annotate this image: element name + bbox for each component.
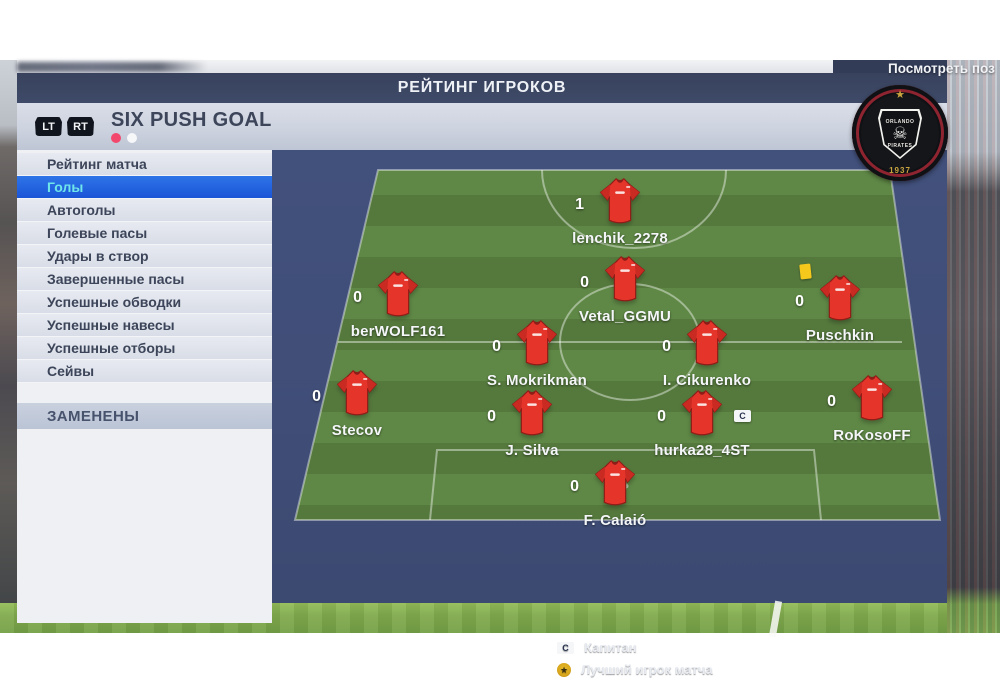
legend: C Капитан ★ Лучший игрок матча (557, 640, 713, 677)
sidebar-item[interactable]: Успешные навесы (17, 314, 272, 337)
substitutes-header: ЗАМЕНЕНЫ (17, 403, 272, 429)
sidebar-item[interactable]: Рейтинг матча (17, 153, 272, 176)
sidebar-item-label: Успешные отборы (47, 340, 176, 356)
top-band (17, 60, 947, 73)
screen-header: РЕЙТИНГ ИГРОКОВ (17, 73, 947, 103)
badge-shield: ORLANDO ☠ PIRATES (878, 109, 922, 159)
sidebar-item[interactable]: Голевые пасы (17, 222, 272, 245)
rt-button-icon[interactable]: RT (67, 117, 94, 136)
team-dot-white (127, 133, 137, 143)
legend-best-player-row: ★ Лучший игрок матча (557, 662, 713, 677)
sidebar-item[interactable]: Успешные обводки (17, 291, 272, 314)
skull-crossbones-icon: ☠ (892, 124, 908, 143)
club-badge: ★ ORLANDO ☠ PIRATES 1937 (852, 85, 948, 181)
sidebar-item[interactable]: Сейвы (17, 360, 272, 383)
lt-button-icon[interactable]: LT (35, 117, 62, 136)
captain-badge-icon: C (557, 641, 574, 654)
blurred-caption (17, 62, 207, 72)
sidebar-item-label: Сейвы (47, 363, 95, 379)
legend-captain-label: Капитан (584, 640, 637, 655)
badge-club-bottom: PIRATES (887, 143, 913, 149)
view-position-hint[interactable]: Посмотреть поз (888, 61, 995, 76)
best-player-icon: ★ (557, 662, 571, 677)
page-title: РЕЙТИНГ ИГРОКОВ (397, 79, 567, 96)
team-dots (111, 133, 272, 143)
field-touchline (768, 600, 783, 638)
badge-star-icon: ★ (895, 89, 905, 101)
pitch (293, 169, 942, 521)
legend-best-player-label: Лучший игрок матча (581, 662, 713, 677)
sidebar-item-label: Успешные навесы (47, 317, 175, 333)
pitch-panel: C Капитан ★ Лучший игрок матча (272, 150, 947, 677)
stats-sidebar: Рейтинг матча Голы Автоголы Голевые пасы… (17, 150, 272, 623)
sidebar-item-label: Автоголы (47, 202, 116, 218)
sidebar-item-label: Голевые пасы (47, 225, 148, 241)
sidebar-item[interactable]: Автоголы (17, 199, 272, 222)
team-name: SIX PUSH GOAL (111, 109, 272, 131)
team-dot-pink (111, 133, 121, 143)
sidebar-item[interactable]: Успешные отборы (17, 337, 272, 360)
badge-year: 1937 (889, 166, 911, 175)
badge-backdrop (833, 60, 947, 73)
sidebar-item[interactable]: Удары в створ (17, 245, 272, 268)
stadium-backdrop-left (0, 60, 17, 603)
sidebar-item-label: Успешные обводки (47, 294, 182, 310)
sidebar-item[interactable]: Голы (17, 176, 272, 199)
legend-captain-row: C Капитан (557, 640, 713, 655)
sidebar-item-label: Рейтинг матча (47, 156, 147, 172)
stadium-backdrop-right (947, 60, 1000, 633)
badge-club-top: ORLANDO (885, 119, 915, 125)
sidebar-item-label: Удары в створ (47, 248, 149, 264)
game-frame: Посмотреть поз РЕЙТИНГ ИГРОКОВ LT RT SIX… (0, 60, 1000, 677)
stats-menu: Рейтинг матча Голы Автоголы Голевые пасы… (17, 153, 272, 383)
sidebar-item[interactable]: Завершенные пасы (17, 268, 272, 291)
sidebar-item-label: Голы (47, 179, 84, 195)
team-bar: LT RT SIX PUSH GOAL (17, 103, 947, 150)
sidebar-item-label: Завершенные пасы (47, 271, 185, 287)
